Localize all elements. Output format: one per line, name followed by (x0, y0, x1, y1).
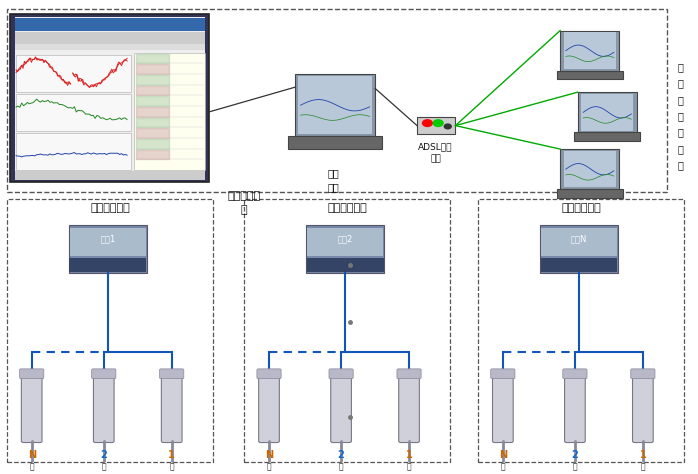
Text: 2: 2 (338, 450, 344, 460)
FancyBboxPatch shape (557, 71, 623, 79)
FancyBboxPatch shape (564, 151, 616, 188)
FancyBboxPatch shape (542, 228, 617, 256)
Text: 传
感
器: 传 感 器 (170, 462, 174, 474)
FancyBboxPatch shape (331, 374, 351, 443)
Text: 传
感
器: 传 感 器 (267, 462, 272, 474)
FancyBboxPatch shape (16, 55, 131, 92)
Bar (7, 9, 667, 192)
Circle shape (445, 124, 452, 129)
FancyBboxPatch shape (298, 76, 371, 134)
FancyBboxPatch shape (399, 374, 419, 443)
FancyBboxPatch shape (295, 74, 376, 136)
Text: 其
它
可
共
享
终
端: 其 它 可 共 享 终 端 (678, 62, 683, 170)
FancyBboxPatch shape (574, 133, 640, 141)
Text: N: N (499, 450, 507, 460)
FancyBboxPatch shape (134, 53, 205, 170)
FancyBboxPatch shape (15, 32, 205, 45)
Text: 1: 1 (168, 450, 175, 460)
Text: 传
感
器: 传 感 器 (339, 462, 343, 474)
FancyBboxPatch shape (560, 30, 620, 71)
Text: 传
感
器: 传 感 器 (29, 462, 34, 474)
FancyBboxPatch shape (70, 228, 146, 256)
FancyBboxPatch shape (10, 14, 209, 182)
Text: 系统N: 系统N (571, 234, 587, 243)
FancyBboxPatch shape (288, 136, 383, 149)
Bar (244, 199, 450, 462)
FancyBboxPatch shape (632, 374, 653, 443)
Circle shape (422, 120, 432, 127)
FancyBboxPatch shape (68, 226, 147, 273)
FancyBboxPatch shape (417, 118, 456, 134)
FancyBboxPatch shape (563, 369, 587, 379)
FancyBboxPatch shape (91, 369, 116, 379)
Circle shape (433, 120, 443, 127)
FancyBboxPatch shape (565, 374, 585, 443)
FancyBboxPatch shape (306, 226, 385, 273)
Text: 系统2: 系统2 (338, 234, 352, 243)
Text: 传
感
器: 传 感 器 (641, 462, 645, 474)
Text: 前端现场无线: 前端现场无线 (327, 203, 367, 213)
Text: 传
感
器: 传 感 器 (101, 462, 106, 474)
FancyBboxPatch shape (20, 369, 44, 379)
FancyBboxPatch shape (16, 133, 131, 170)
Text: 1: 1 (406, 450, 413, 460)
FancyBboxPatch shape (15, 44, 205, 50)
Text: 传
感
器: 传 感 器 (407, 462, 411, 474)
FancyBboxPatch shape (578, 92, 637, 133)
FancyBboxPatch shape (307, 228, 383, 256)
Text: 传
感
器: 传 感 器 (500, 462, 505, 474)
FancyBboxPatch shape (22, 374, 42, 443)
FancyBboxPatch shape (257, 369, 281, 379)
FancyBboxPatch shape (581, 94, 633, 131)
Bar (7, 199, 213, 462)
Text: 系统1: 系统1 (101, 234, 115, 243)
FancyBboxPatch shape (307, 258, 384, 272)
FancyBboxPatch shape (15, 18, 205, 31)
FancyBboxPatch shape (560, 149, 620, 190)
FancyBboxPatch shape (329, 369, 353, 379)
FancyBboxPatch shape (15, 17, 205, 174)
Text: 上层监控中
心: 上层监控中 心 (228, 191, 261, 215)
FancyBboxPatch shape (540, 226, 618, 273)
Text: N: N (28, 450, 36, 460)
FancyBboxPatch shape (564, 33, 616, 69)
Text: 前端现场无线: 前端现场无线 (561, 203, 601, 213)
FancyBboxPatch shape (540, 258, 618, 272)
FancyBboxPatch shape (94, 374, 114, 443)
Text: ADSL拨号
网络: ADSL拨号 网络 (418, 142, 453, 164)
Text: 2: 2 (101, 450, 107, 460)
Text: 2: 2 (572, 450, 578, 460)
Text: 传
感
器: 传 感 器 (572, 462, 577, 474)
FancyBboxPatch shape (631, 369, 655, 379)
FancyBboxPatch shape (259, 374, 279, 443)
Text: 监控
主机: 监控 主机 (328, 168, 339, 192)
FancyBboxPatch shape (491, 369, 515, 379)
FancyBboxPatch shape (160, 369, 184, 379)
Bar (478, 199, 684, 462)
FancyBboxPatch shape (397, 369, 421, 379)
FancyBboxPatch shape (557, 190, 623, 198)
Text: N: N (265, 450, 273, 460)
Text: 前端现场无线: 前端现场无线 (90, 203, 130, 213)
FancyBboxPatch shape (493, 374, 513, 443)
FancyBboxPatch shape (69, 258, 147, 272)
FancyBboxPatch shape (161, 374, 182, 443)
FancyBboxPatch shape (15, 171, 205, 180)
FancyBboxPatch shape (16, 94, 131, 131)
Text: 1: 1 (639, 450, 646, 460)
